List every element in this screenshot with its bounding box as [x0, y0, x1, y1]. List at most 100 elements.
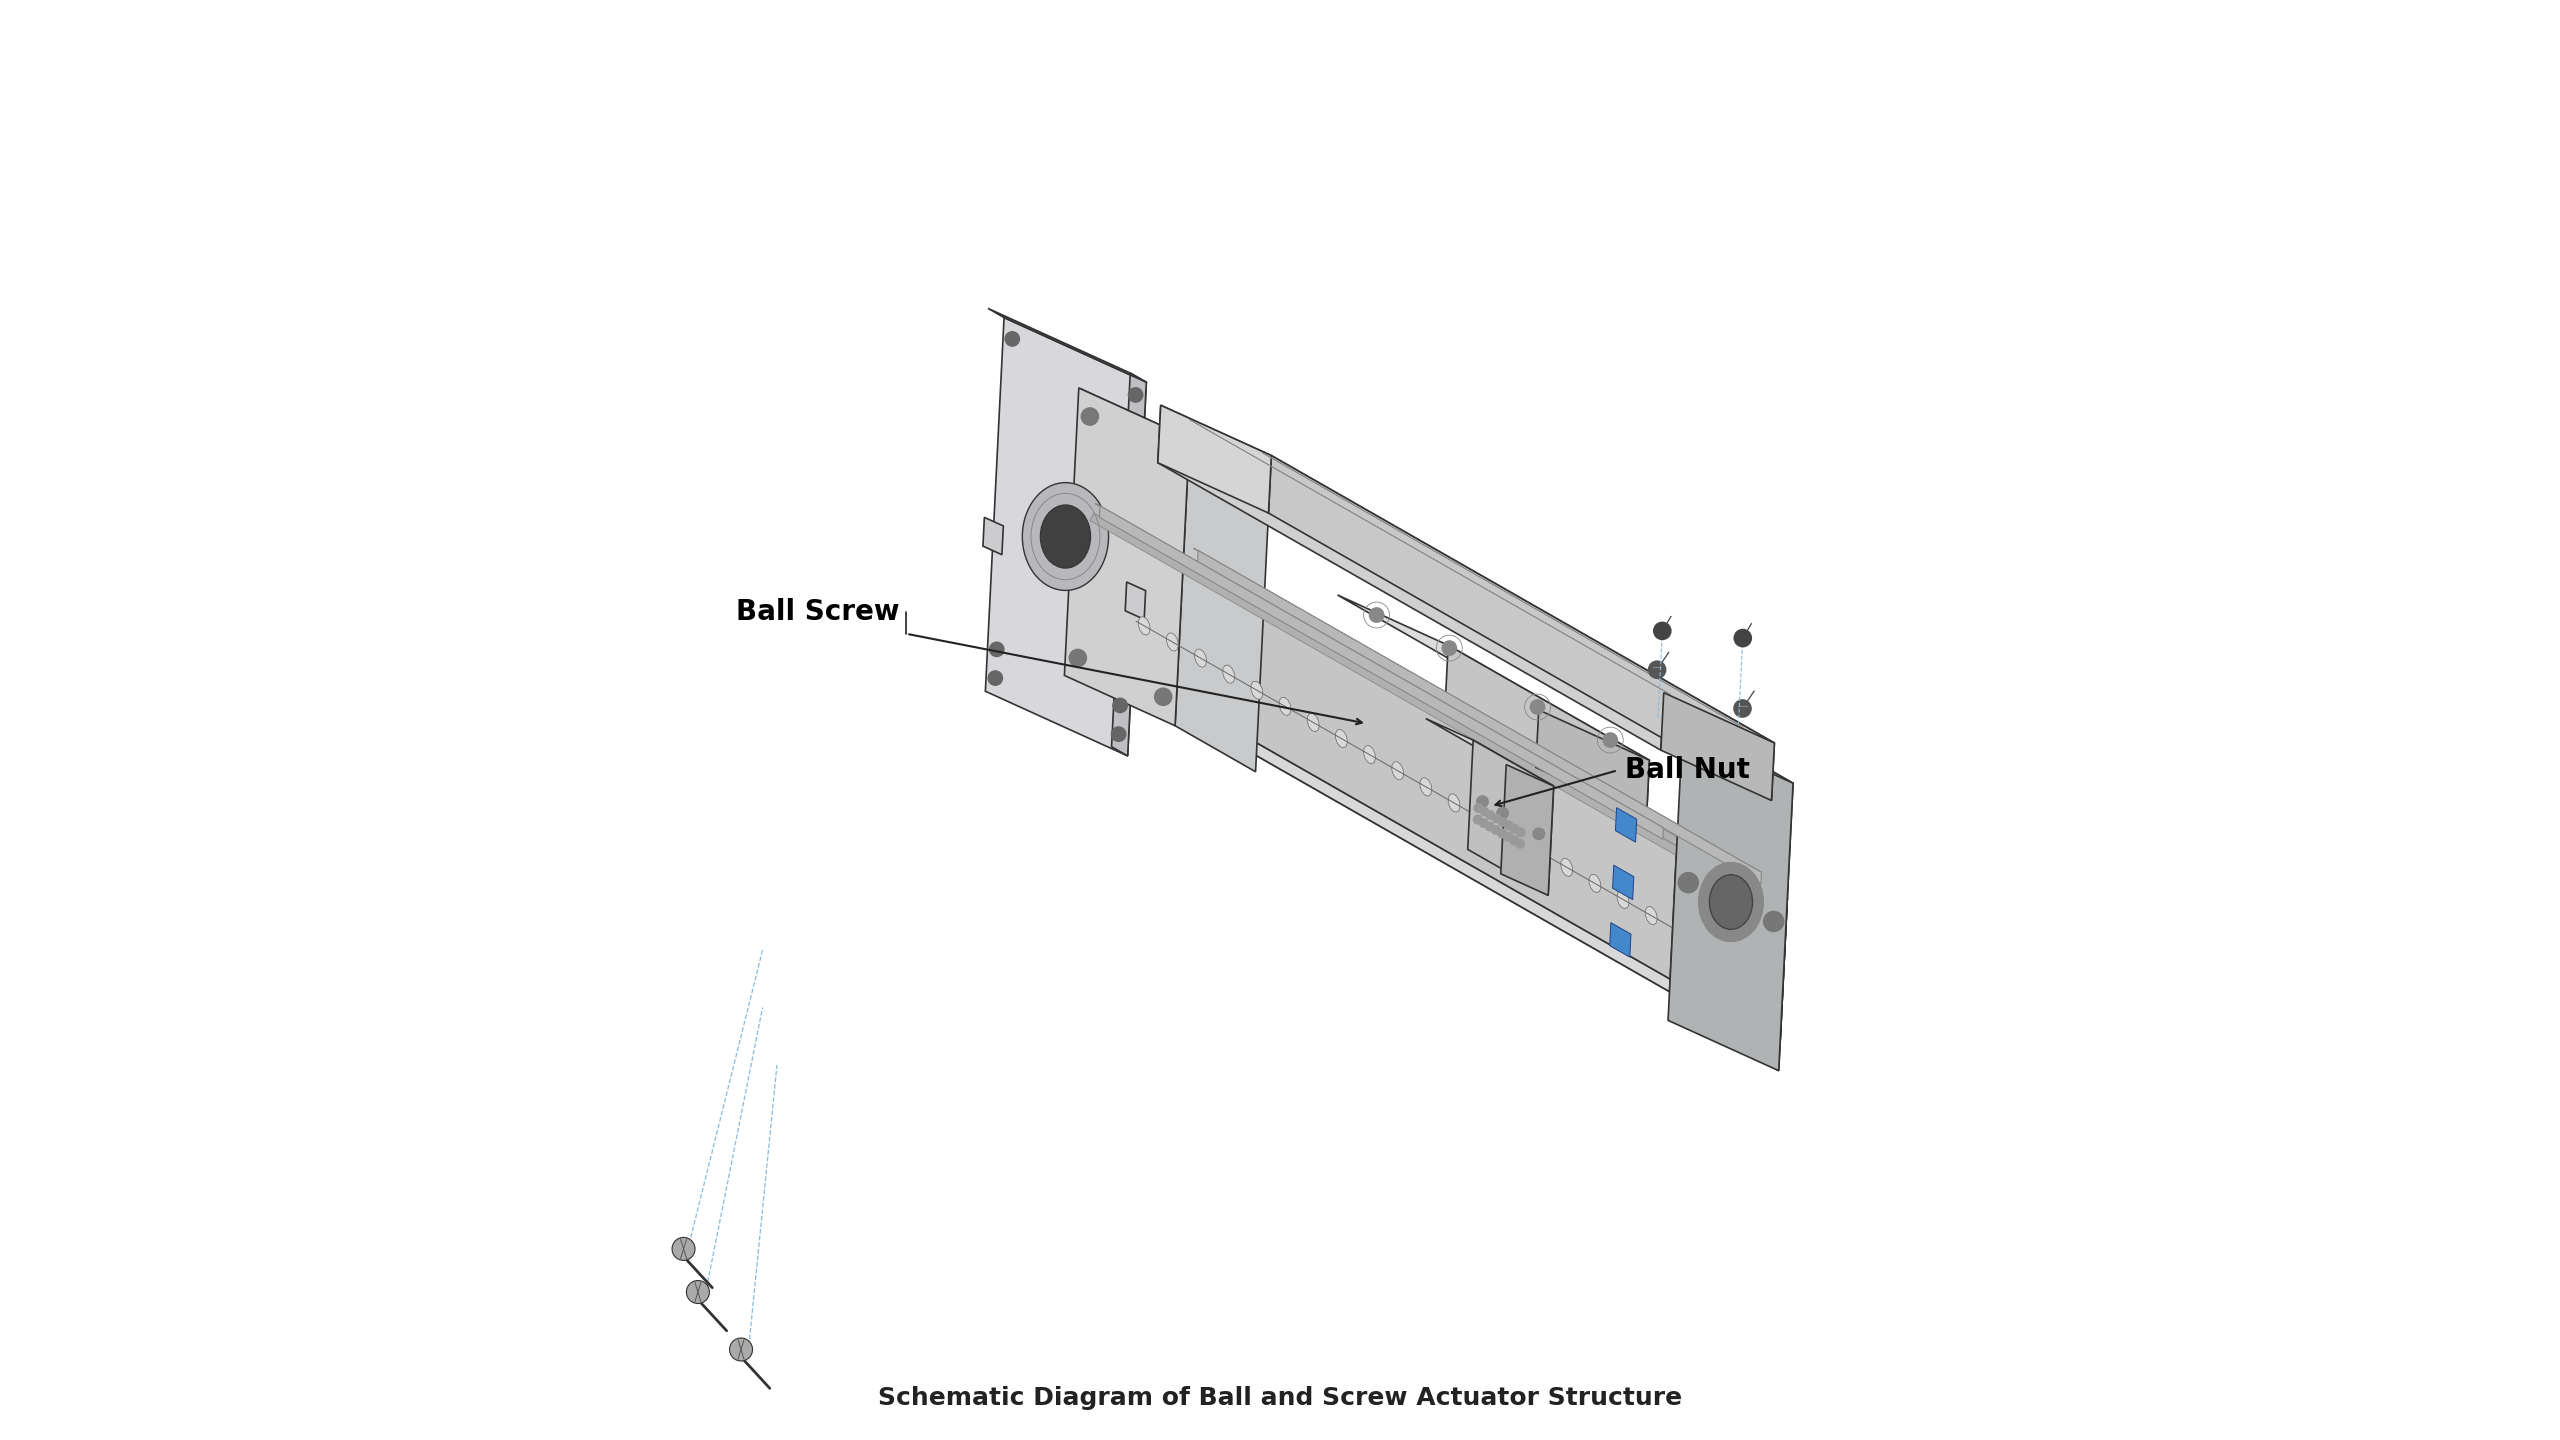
Polygon shape — [1610, 923, 1631, 958]
Circle shape — [1533, 828, 1544, 840]
Polygon shape — [1270, 455, 1774, 801]
Polygon shape — [1111, 373, 1147, 756]
Polygon shape — [1157, 405, 1272, 513]
Polygon shape — [1615, 808, 1636, 842]
Polygon shape — [1590, 874, 1600, 893]
Circle shape — [1475, 804, 1482, 812]
Circle shape — [1111, 727, 1126, 742]
Polygon shape — [1697, 737, 1792, 1071]
Circle shape — [1492, 825, 1500, 834]
Circle shape — [730, 1338, 753, 1361]
Circle shape — [1480, 808, 1490, 816]
Circle shape — [1441, 641, 1457, 655]
Circle shape — [673, 1237, 696, 1260]
Polygon shape — [1073, 503, 1787, 899]
Circle shape — [1720, 891, 1741, 912]
Polygon shape — [1065, 387, 1190, 726]
Circle shape — [988, 671, 1004, 685]
Text: Schematic Diagram of Ball and Screw Actuator Structure: Schematic Diagram of Ball and Screw Actu… — [878, 1385, 1682, 1410]
Circle shape — [1114, 698, 1126, 713]
Polygon shape — [1139, 616, 1149, 635]
Polygon shape — [1190, 419, 1672, 694]
Polygon shape — [1252, 681, 1262, 700]
Circle shape — [1070, 649, 1085, 667]
Polygon shape — [1669, 733, 1792, 1071]
Circle shape — [1155, 688, 1172, 706]
Circle shape — [1477, 796, 1487, 808]
Circle shape — [1487, 811, 1495, 819]
Ellipse shape — [1700, 863, 1764, 942]
Polygon shape — [1505, 827, 1516, 844]
Polygon shape — [1613, 865, 1633, 900]
Polygon shape — [1262, 452, 1743, 727]
Circle shape — [1080, 408, 1098, 425]
Polygon shape — [1661, 693, 1774, 801]
Polygon shape — [1078, 387, 1270, 484]
Circle shape — [686, 1280, 709, 1303]
Polygon shape — [1562, 858, 1572, 877]
Polygon shape — [983, 517, 1004, 554]
Circle shape — [1516, 828, 1526, 837]
Text: Ball Nut: Ball Nut — [1626, 756, 1751, 785]
Circle shape — [1475, 815, 1482, 824]
Circle shape — [1531, 700, 1544, 714]
Polygon shape — [1336, 595, 1649, 760]
Polygon shape — [1533, 842, 1544, 861]
Circle shape — [1492, 814, 1500, 822]
Polygon shape — [1167, 634, 1178, 651]
Polygon shape — [1674, 923, 1684, 940]
Polygon shape — [1646, 907, 1656, 924]
Polygon shape — [1500, 765, 1554, 896]
Circle shape — [1603, 733, 1618, 747]
Polygon shape — [1098, 505, 1664, 840]
Circle shape — [1498, 818, 1508, 827]
Polygon shape — [1280, 697, 1290, 716]
Polygon shape — [1198, 550, 1761, 884]
Circle shape — [1733, 629, 1751, 647]
Polygon shape — [988, 308, 1147, 382]
Circle shape — [1679, 873, 1697, 893]
Polygon shape — [1336, 730, 1347, 747]
Circle shape — [1510, 825, 1518, 834]
Polygon shape — [1091, 513, 1682, 857]
Circle shape — [1510, 837, 1518, 845]
Circle shape — [1370, 608, 1385, 622]
Polygon shape — [1477, 809, 1487, 828]
Circle shape — [1503, 832, 1513, 841]
Polygon shape — [1224, 665, 1234, 684]
Polygon shape — [1175, 552, 1766, 896]
Polygon shape — [1160, 405, 1774, 743]
Text: Ball Screw: Ball Screw — [735, 598, 899, 626]
Circle shape — [1129, 387, 1142, 402]
Ellipse shape — [1710, 874, 1754, 929]
Polygon shape — [1393, 762, 1403, 780]
Polygon shape — [1065, 503, 1183, 697]
Polygon shape — [1426, 719, 1554, 786]
Ellipse shape — [1021, 482, 1108, 590]
Circle shape — [1498, 829, 1505, 838]
Polygon shape — [1178, 553, 1787, 1043]
Circle shape — [1167, 446, 1183, 464]
Polygon shape — [1175, 438, 1270, 772]
Circle shape — [1654, 622, 1672, 639]
Polygon shape — [1467, 740, 1554, 896]
Polygon shape — [1603, 687, 1792, 783]
Polygon shape — [1157, 405, 1664, 750]
Polygon shape — [1065, 647, 1779, 1043]
Polygon shape — [1096, 504, 1664, 828]
Circle shape — [1498, 808, 1508, 819]
Polygon shape — [1065, 503, 1677, 992]
Polygon shape — [1618, 890, 1628, 909]
Polygon shape — [1421, 778, 1431, 796]
Circle shape — [1764, 912, 1784, 932]
Polygon shape — [1536, 710, 1649, 818]
Polygon shape — [1669, 848, 1787, 1043]
Circle shape — [1649, 661, 1667, 678]
Circle shape — [1006, 331, 1019, 346]
Polygon shape — [1446, 645, 1649, 818]
Ellipse shape — [1039, 505, 1091, 569]
Polygon shape — [1364, 746, 1375, 763]
Circle shape — [1733, 700, 1751, 717]
Polygon shape — [1308, 713, 1318, 732]
Circle shape — [1516, 840, 1523, 848]
